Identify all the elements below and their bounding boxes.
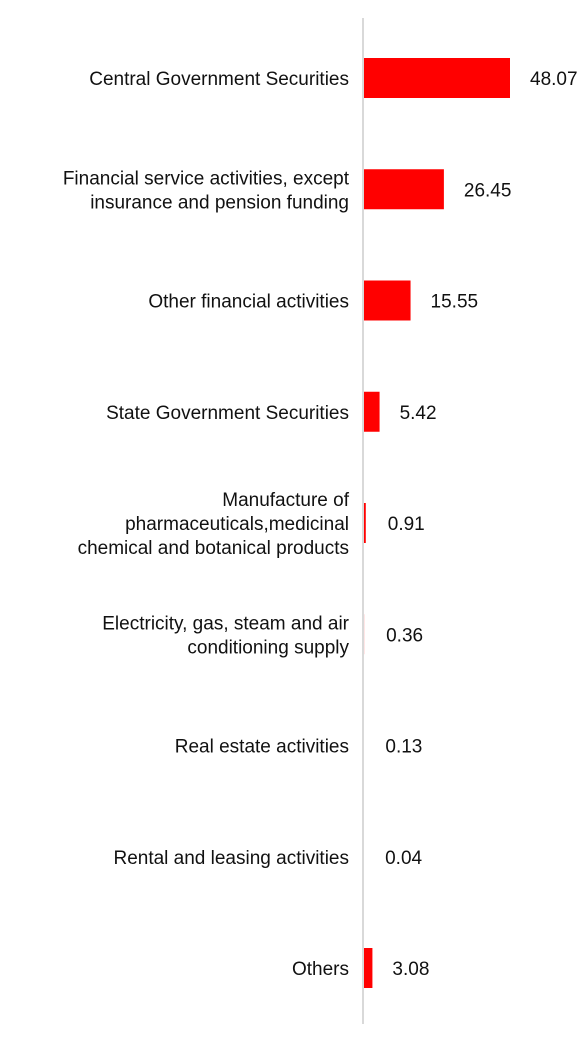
category-label-3: Other financial activities [148,292,349,313]
value-label-9: 3.08 [392,959,429,980]
bar-3 [363,280,411,321]
value-label-6: 0.36 [386,625,423,646]
category-label-2: Financial service activities, except insu… [63,168,350,213]
category-label-9: Others [292,959,349,980]
category-label-line: Other financial activities [148,292,349,313]
value-label-2: 26.45 [464,180,512,201]
category-label-8: Rental and leasing activities [113,848,349,869]
category-label-line: Financial service activities, except [63,168,350,189]
bar-2 [363,169,444,210]
category-label-line: Electricity, gas, steam and air [102,613,349,634]
category-label-line: Real estate activities [175,737,349,758]
bar-4 [363,391,380,432]
value-label-5: 0.91 [388,514,425,535]
category-label-line: pharmaceuticals,medicinal [125,514,349,535]
category-label-line: chemical and botanical products [78,538,349,559]
value-label-4: 5.42 [400,403,437,424]
category-label-line: insurance and pension funding [90,192,349,213]
category-label-line: Rental and leasing activities [113,848,349,869]
value-label-3: 15.55 [431,292,479,313]
value-label-1: 48.07 [530,69,578,90]
bar-9 [363,948,373,988]
category-label-5: Manufacture of pharmaceuticals,medicinal c… [78,490,350,559]
value-label-8: 0.04 [385,848,422,869]
bar-5 [363,503,366,543]
category-label-line: Others [292,959,349,980]
bar-1 [363,58,510,98]
value-label-7: 0.13 [385,737,422,758]
category-label-line: State Government Securities [106,403,349,424]
category-label-6: Electricity, gas, steam and air condition… [102,613,349,658]
category-label-1: Central Government Securities [89,69,349,90]
category-label-line: conditioning supply [187,637,349,658]
category-label-7: Real estate activities [175,737,349,758]
category-label-line: Central Government Securities [89,69,349,90]
value-labels-layer: 48.07 26.45 15.55 5.42 0.91 0.36 0.13 0.04 3.08 [385,69,577,980]
category-labels-layer: Central Government Securities Financial s… [63,69,350,980]
category-label-4: State Government Securities [106,403,349,424]
category-label-line: Manufacture of [222,490,349,511]
